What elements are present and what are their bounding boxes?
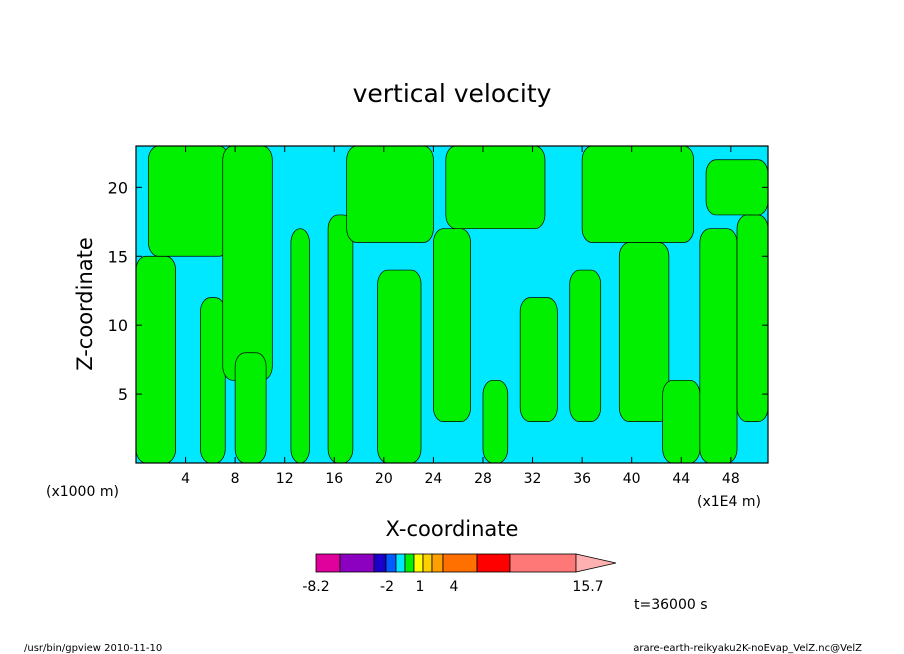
- colorbar-segment: [395, 553, 406, 573]
- colorbar-segment: [509, 553, 577, 573]
- colorbar-segment: [404, 553, 415, 573]
- positive-region-4: [222, 146, 273, 381]
- colorbar-arrow: [575, 553, 617, 573]
- colorbar-segment: [413, 553, 424, 573]
- colorbar-label: -2: [380, 579, 394, 595]
- footer-right: arare-earth-reikyaku2K-noEvap_VelZ.nc@Ve…: [633, 643, 862, 654]
- positive-region-6: [290, 228, 310, 463]
- colorbar-label: 1: [416, 579, 425, 595]
- positive-regions: [136, 146, 768, 463]
- positive-region-13: [519, 297, 558, 423]
- time-label: t=36000 s: [634, 597, 708, 613]
- positive-region-11: [482, 379, 509, 463]
- positive-region-16: [618, 242, 670, 423]
- x-tick-label: 36: [573, 471, 591, 487]
- x-tick-label: 32: [524, 471, 542, 487]
- plot-frame: [135, 145, 769, 464]
- positive-region-15: [581, 146, 694, 243]
- x-tick-label: 16: [325, 471, 343, 487]
- positive-region-19: [736, 214, 768, 422]
- positive-region-17: [662, 379, 701, 463]
- footer-left: /usr/bin/gpview 2010-11-10: [24, 643, 162, 654]
- colorbar-segment: [373, 553, 387, 573]
- positive-region-5: [234, 352, 267, 463]
- positive-region-18: [699, 228, 738, 463]
- y-tick-label: 20: [108, 178, 128, 197]
- colorbar-segment: [315, 553, 341, 573]
- x-tick-label: 44: [672, 471, 690, 487]
- x-tick-label: 12: [276, 471, 294, 487]
- y-tick-label: 15: [108, 247, 128, 266]
- colorbar: [315, 553, 617, 573]
- colorbar-segment: [385, 553, 397, 573]
- colorbar-segment: [431, 553, 444, 573]
- x-tick-label: 4: [181, 471, 190, 487]
- positive-region-12: [445, 146, 546, 230]
- colorbar-segment: [422, 553, 433, 573]
- colorbar-labels: -8.2 -2 1 4 15.7: [302, 579, 603, 595]
- positive-region-8: [346, 146, 434, 243]
- colorbar-segment: [339, 553, 375, 573]
- colorbar-label: 4: [450, 579, 459, 595]
- positive-region-9: [377, 269, 422, 463]
- x-tick-label: 40: [623, 471, 641, 487]
- colorbar-segment: [442, 553, 478, 573]
- x-tick-label: 8: [231, 471, 240, 487]
- positive-region-7: [327, 214, 354, 463]
- y-axis-ticks: 5 10 15 20: [108, 178, 768, 404]
- x-tick-label: 24: [424, 471, 442, 487]
- y-axis-title: Z-coordinate: [73, 237, 97, 371]
- positive-region-10: [433, 228, 471, 423]
- positive-region-3: [200, 297, 226, 463]
- x-tick-label: 48: [722, 471, 740, 487]
- positive-region-2: [148, 146, 230, 257]
- positive-region-1: [136, 255, 177, 463]
- x-tick-label: 28: [474, 471, 492, 487]
- y-tick-label: 5: [118, 385, 128, 404]
- colorbar-label: 15.7: [572, 579, 603, 595]
- x-scale-label: (x1E4 m): [697, 494, 761, 510]
- chart-title: vertical velocity: [353, 79, 552, 108]
- plot-area: [135, 145, 769, 464]
- x-unit-label: (x1000 m): [46, 484, 119, 500]
- positive-region-20: [705, 159, 768, 216]
- x-tick-label: 20: [375, 471, 393, 487]
- y-tick-label: 10: [108, 316, 128, 335]
- x-axis-title: X-coordinate: [386, 517, 519, 541]
- x-axis-ticks: 4 8 12 16 20 24 28 32 36 40 44 48: [181, 146, 740, 487]
- colorbar-label: -8.2: [302, 579, 329, 595]
- colorbar-segment: [476, 553, 511, 573]
- positive-region-14: [569, 269, 602, 423]
